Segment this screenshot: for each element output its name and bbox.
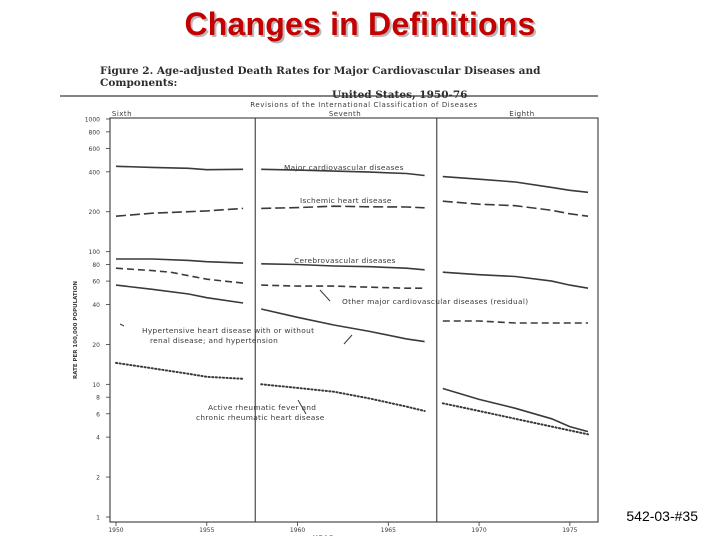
series-line-segment bbox=[261, 168, 425, 177]
x-tick-label: 1955 bbox=[199, 527, 214, 534]
y-tick-label: 80 bbox=[92, 262, 100, 269]
figure: Figure 2. Age-adjusted Death Rates for M… bbox=[58, 62, 604, 536]
series-annotation: Ischemic heart disease bbox=[300, 196, 392, 205]
y-tick-label: 600 bbox=[89, 146, 101, 153]
revision-label-sixth: Sixth bbox=[112, 110, 132, 118]
revisions-header: Revisions of the International Classific… bbox=[250, 101, 478, 109]
y-tick-label: 8 bbox=[96, 395, 100, 402]
series-line-segment bbox=[442, 175, 589, 194]
x-tick-label: 1960 bbox=[290, 527, 305, 534]
revision-label-seventh: Seventh bbox=[329, 110, 361, 118]
series-line-segment bbox=[261, 205, 425, 210]
y-tick-label: 100 bbox=[89, 249, 101, 256]
axis-ticks: 1000 800 600 400 200 100 80 60 40 20 10 8 6 4 2 1 RATE P… bbox=[73, 117, 578, 537]
series-line-segment bbox=[442, 200, 589, 217]
y-tick-label: 20 bbox=[92, 342, 100, 349]
series-line-segment bbox=[441, 402, 589, 436]
series-annotation: Active rheumatic fever and bbox=[208, 403, 316, 412]
y-tick-label: 1 bbox=[96, 515, 100, 522]
x-tick-label: 1965 bbox=[381, 527, 396, 534]
series-cerebrovascular-diseases bbox=[116, 258, 589, 289]
series-major-cardiovascular-diseases bbox=[115, 165, 589, 194]
y-tick-label: 400 bbox=[89, 169, 101, 176]
y-tick-label: 1000 bbox=[85, 117, 100, 124]
plot-frame bbox=[109, 117, 599, 523]
y-tick-label: 6 bbox=[96, 411, 100, 418]
series-line-segment bbox=[260, 383, 426, 412]
figure-caption-line2: United States, 1950-76 bbox=[332, 89, 468, 101]
revision-label-eighth: Eighth bbox=[509, 110, 534, 118]
series-ischemic-heart-disease bbox=[115, 200, 589, 217]
y-tick-label: 60 bbox=[92, 279, 100, 286]
series-line-segment bbox=[442, 320, 588, 324]
series-line-segment bbox=[261, 284, 425, 289]
series-line-segment bbox=[115, 361, 245, 380]
figure-caption: Figure 2. Age-adjusted Death Rates for M… bbox=[100, 65, 600, 101]
series-annotation: Other major cardiovascular diseases (res… bbox=[342, 297, 528, 306]
slide-number: 542-03-#35 bbox=[626, 508, 698, 524]
y-tick-label: 10 bbox=[92, 382, 100, 389]
series-annotation: Hypertensive heart disease with or witho… bbox=[142, 326, 314, 335]
slide-title: Changes in Definitions bbox=[184, 6, 536, 42]
figure-caption-line1: Figure 2. Age-adjusted Death Rates for M… bbox=[100, 65, 541, 89]
series-line-segment bbox=[442, 387, 589, 433]
y-tick-label: 200 bbox=[89, 209, 101, 216]
y-tick-label: 40 bbox=[92, 302, 100, 309]
series-annotation: Cerebrovascular diseases bbox=[294, 256, 396, 265]
series-line-segment bbox=[261, 308, 425, 343]
series-annotation: Major cardiovascular diseases bbox=[284, 163, 404, 172]
series-line-segment bbox=[442, 271, 589, 289]
chart-frame: Revisions of the International Classific… bbox=[60, 95, 599, 523]
series-line-segment bbox=[116, 258, 244, 264]
x-tick-label: 1950 bbox=[108, 527, 123, 534]
x-tick-label: 1970 bbox=[471, 527, 486, 534]
annotation-pointer bbox=[297, 399, 307, 415]
annotation-pointer bbox=[343, 334, 353, 345]
y-tick-label: 4 bbox=[96, 435, 100, 442]
series-line-segment bbox=[115, 267, 244, 284]
death-rate-chart: Revisions of the International Classific… bbox=[60, 95, 599, 537]
series-other-major-cardiovascular-diseases-residual bbox=[115, 267, 588, 324]
series-annotation: chronic rheumatic heart disease bbox=[196, 413, 325, 422]
x-axis-title: YEAR bbox=[312, 535, 335, 536]
annotation-pointer bbox=[119, 323, 125, 327]
series-active-rheumatic-fever-and-chronic-rheumatic-heart-disease bbox=[115, 361, 589, 436]
series-line-segment bbox=[115, 207, 244, 217]
series-line-segment bbox=[261, 263, 425, 271]
series-line-segment bbox=[115, 165, 244, 171]
y-tick-label: 2 bbox=[96, 475, 100, 482]
annotation-pointer bbox=[319, 289, 331, 302]
x-tick-label: 1975 bbox=[562, 527, 577, 534]
y-axis-title: RATE PER 100,000 POPULATION bbox=[73, 281, 79, 379]
y-tick-label: 800 bbox=[89, 129, 101, 136]
series-annotation: renal disease; and hypertension bbox=[150, 336, 278, 345]
series-hypertensive-heart-disease-with-or-without-renal-disease-and-hypertension bbox=[115, 284, 589, 433]
series-lines bbox=[115, 165, 589, 436]
chart-annotations: Major cardiovascular diseases Ischemic he… bbox=[119, 163, 528, 422]
series-line-segment bbox=[115, 284, 244, 304]
